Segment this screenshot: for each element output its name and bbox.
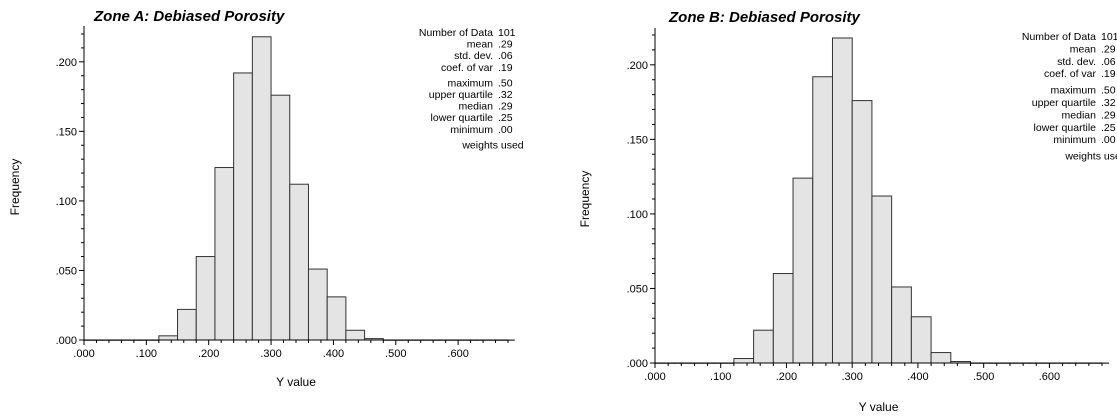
histogram-bar — [195, 256, 216, 341]
x-tick-label: .600 — [1039, 371, 1060, 383]
stats-label: mean — [467, 39, 493, 51]
histogram-bar — [307, 268, 328, 341]
y-tick-label: .200 — [627, 60, 648, 72]
x-tick-label: .200 — [198, 348, 219, 360]
histogram-bar — [214, 167, 235, 341]
stats-label: Number of Data — [419, 27, 493, 39]
histogram-panel-zone-a: .000 .100 .200 .300 .400 .500 .600 .000 .050 .100… — [0, 0, 540, 400]
stats-value: .00 — [498, 124, 513, 136]
stats-value: .50 — [498, 77, 513, 89]
stats-label: median — [459, 101, 494, 113]
histogram-bar — [270, 94, 291, 341]
stats-value: .06 — [1101, 56, 1116, 68]
stats-value: .32 — [1101, 97, 1116, 109]
y-tick-label: .050 — [56, 265, 77, 277]
x-tick-label: .000 — [73, 348, 94, 360]
histogram-bar — [326, 296, 347, 341]
stats-value: .29 — [498, 39, 513, 51]
histogram-bar — [251, 36, 272, 341]
stats-value: 101 — [1101, 31, 1117, 43]
y-tick-label: .000 — [627, 358, 648, 370]
x-tick-label: .000 — [644, 371, 665, 383]
stats-value: .32 — [498, 89, 513, 101]
histogram-bar — [910, 316, 932, 364]
stats-label: maximum — [447, 77, 493, 89]
histogram-chart-zone-b: .000 .100 .200 .300 .400 .500 .600 .000 .050 .100… — [578, 9, 1117, 414]
x-tick-label: .400 — [907, 371, 928, 383]
histogram-bar — [930, 352, 952, 364]
stats-value: .50 — [1101, 85, 1116, 97]
histogram-bar — [891, 286, 912, 364]
histogram-chart-zone-a: .000 .100 .200 .300 .400 .500 .600 .000 .050 .100… — [8, 8, 524, 389]
histogram-bar — [345, 329, 366, 341]
x-axis-title: Y value — [859, 400, 899, 414]
histogram-bar — [831, 37, 853, 364]
stats-label: std. dev. — [1057, 56, 1096, 68]
stats-label: minimum — [1053, 134, 1096, 146]
stats-value: .19 — [1101, 68, 1116, 80]
x-tick-label: .100 — [710, 371, 731, 383]
stats-label: lower quartile — [1034, 122, 1097, 134]
x-tick-label: .300 — [260, 348, 281, 360]
histogram-bar — [812, 76, 833, 364]
stats-label: coef. of var — [1044, 68, 1096, 80]
histogram-bar — [158, 335, 179, 341]
y-axis-title: Frequency — [8, 159, 22, 216]
histogram-panel-zone-b: .000 .100 .200 .300 .400 .500 .600 .000 .050 .100… — [570, 0, 1117, 419]
histogram-bar — [753, 329, 774, 364]
stats-value: .25 — [1101, 122, 1116, 134]
stats-label: median — [1062, 109, 1097, 121]
y-tick-label: .150 — [627, 134, 648, 146]
stats-label: coef. of var — [441, 62, 493, 74]
stats-value: .29 — [1101, 109, 1116, 121]
y-tick-label: .200 — [56, 57, 77, 69]
x-tick-label: .100 — [136, 348, 157, 360]
stats-value: .06 — [498, 50, 513, 62]
x-tick-label: .500 — [973, 371, 994, 383]
stats-value: 101 — [498, 27, 516, 39]
histogram-bar — [772, 273, 794, 364]
histogram-bar — [792, 177, 814, 364]
stats-label: Number of Data — [1022, 31, 1096, 43]
stats-weights-label: weights used — [1064, 151, 1117, 163]
stats-label: minimum — [450, 124, 493, 136]
stats-label: upper quartile — [429, 89, 493, 101]
stats-label: upper quartile — [1032, 97, 1096, 109]
chart-title: Zone B: Debiased Porosity — [668, 9, 861, 26]
y-tick-label: .150 — [56, 126, 77, 138]
y-tick-label: .100 — [56, 196, 77, 208]
histogram-bar — [177, 308, 197, 341]
stats-weights-label: weights used — [461, 139, 523, 151]
histogram-bar — [289, 183, 309, 341]
y-tick-label: .100 — [627, 209, 648, 221]
stats-value: .25 — [498, 112, 513, 124]
histogram-bar — [733, 358, 755, 364]
y-tick-label: .050 — [627, 283, 648, 295]
stats-value: .29 — [498, 101, 513, 113]
histogram-bar — [233, 72, 253, 341]
histogram-bar — [871, 195, 893, 364]
stats-label: maximum — [1050, 85, 1096, 97]
x-tick-label: .500 — [385, 348, 406, 360]
y-tick-label: .000 — [56, 335, 77, 347]
x-tick-label: .400 — [323, 348, 344, 360]
x-tick-label: .300 — [841, 371, 862, 383]
x-tick-label: .600 — [447, 348, 468, 360]
histogram-bar — [851, 100, 873, 364]
stats-label: std. dev. — [454, 50, 493, 62]
stats-value: .19 — [498, 62, 513, 74]
x-tick-label: .200 — [776, 371, 797, 383]
chart-title: Zone A: Debiased Porosity — [93, 8, 285, 25]
stats-value: .29 — [1101, 43, 1116, 55]
x-axis-title: Y value — [276, 375, 316, 389]
stats-label: lower quartile — [431, 112, 494, 124]
stats-value: .00 — [1101, 134, 1116, 146]
stats-label: mean — [1070, 43, 1096, 55]
y-axis-title: Frequency — [578, 171, 592, 228]
